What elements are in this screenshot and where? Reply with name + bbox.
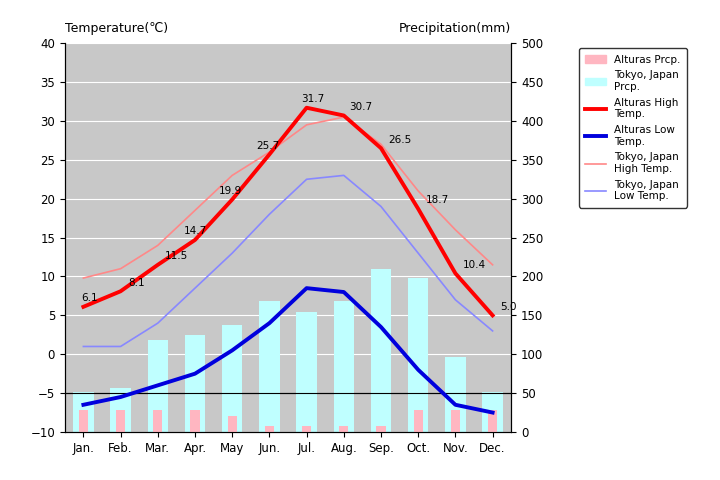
Bar xyxy=(377,426,386,432)
Alturas High
Temp. xyxy=(79,304,88,310)
Alturas Low
Temp. xyxy=(488,410,497,416)
Bar xyxy=(413,410,423,432)
Tokyo, Japan
Low Temp. xyxy=(153,320,162,326)
Bar xyxy=(333,301,354,432)
Alturas High
Temp. xyxy=(451,271,459,276)
Line: Alturas High
Temp.: Alturas High Temp. xyxy=(84,108,492,315)
Tokyo, Japan
Low Temp. xyxy=(191,285,199,291)
Alturas High
Temp. xyxy=(414,206,423,212)
Tokyo, Japan
High Temp. xyxy=(191,207,199,213)
Tokyo, Japan
High Temp. xyxy=(117,266,125,272)
Bar xyxy=(228,417,237,432)
Bar xyxy=(488,410,498,432)
Tokyo, Japan
Low Temp. xyxy=(228,250,236,256)
Bar xyxy=(153,410,163,432)
Bar xyxy=(73,392,94,432)
Tokyo, Japan
High Temp. xyxy=(340,114,348,120)
Tokyo, Japan
High Temp. xyxy=(228,172,236,178)
Alturas High
Temp. xyxy=(191,237,199,243)
Alturas Low
Temp. xyxy=(302,285,311,291)
Bar xyxy=(222,324,243,432)
Text: Temperature(℃): Temperature(℃) xyxy=(65,23,168,36)
Alturas Low
Temp. xyxy=(117,394,125,400)
Text: 10.4: 10.4 xyxy=(463,260,486,270)
Tokyo, Japan
Low Temp. xyxy=(377,204,385,209)
Tokyo, Japan
High Temp. xyxy=(79,275,88,281)
Tokyo, Japan
Low Temp. xyxy=(117,344,125,349)
Bar xyxy=(190,410,199,432)
Tokyo, Japan
High Temp. xyxy=(414,188,423,194)
Tokyo, Japan
Low Temp. xyxy=(414,250,423,256)
Alturas High
Temp. xyxy=(377,145,385,151)
Line: Tokyo, Japan
High Temp.: Tokyo, Japan High Temp. xyxy=(84,117,492,278)
Text: 31.7: 31.7 xyxy=(301,94,324,104)
Tokyo, Japan
High Temp. xyxy=(265,149,274,155)
Bar xyxy=(445,357,466,432)
Text: 5.0: 5.0 xyxy=(500,302,516,312)
Bar xyxy=(78,410,88,432)
Text: 30.7: 30.7 xyxy=(349,102,372,112)
Tokyo, Japan
Low Temp. xyxy=(451,297,459,303)
Bar xyxy=(339,426,348,432)
Alturas High
Temp. xyxy=(265,152,274,157)
Text: Precipitation(mm): Precipitation(mm) xyxy=(399,23,511,36)
Text: 26.5: 26.5 xyxy=(389,135,412,145)
Bar xyxy=(265,426,274,432)
Text: 8.1: 8.1 xyxy=(128,278,145,288)
Line: Tokyo, Japan
Low Temp.: Tokyo, Japan Low Temp. xyxy=(84,175,492,347)
Text: 19.9: 19.9 xyxy=(219,186,243,196)
Alturas Low
Temp. xyxy=(414,367,423,372)
Tokyo, Japan
Low Temp. xyxy=(79,344,88,349)
Tokyo, Japan
High Temp. xyxy=(377,142,385,147)
Bar xyxy=(302,426,311,432)
Bar xyxy=(482,392,503,432)
Text: 11.5: 11.5 xyxy=(166,252,189,262)
Alturas Low
Temp. xyxy=(228,348,236,353)
Line: Alturas Low
Temp.: Alturas Low Temp. xyxy=(84,288,492,413)
Legend: Alturas Prcp., Tokyo, Japan
Prcp., Alturas High
Temp., Alturas Low
Temp., Tokyo,: Alturas Prcp., Tokyo, Japan Prcp., Altur… xyxy=(579,48,687,207)
Bar xyxy=(116,410,125,432)
Bar xyxy=(297,312,317,432)
Tokyo, Japan
High Temp. xyxy=(302,122,311,128)
Alturas High
Temp. xyxy=(153,262,162,268)
Alturas High
Temp. xyxy=(302,105,311,110)
Bar xyxy=(371,269,391,432)
Bar xyxy=(259,301,279,432)
Tokyo, Japan
Low Temp. xyxy=(340,172,348,178)
Tokyo, Japan
Low Temp. xyxy=(302,176,311,182)
Alturas Low
Temp. xyxy=(153,383,162,388)
Alturas Low
Temp. xyxy=(451,402,459,408)
Alturas Low
Temp. xyxy=(377,324,385,330)
Alturas Low
Temp. xyxy=(265,320,274,326)
Text: 25.7: 25.7 xyxy=(256,141,279,151)
Tokyo, Japan
High Temp. xyxy=(153,242,162,248)
Tokyo, Japan
Low Temp. xyxy=(265,211,274,217)
Alturas High
Temp. xyxy=(117,288,125,294)
Bar xyxy=(408,278,428,432)
Alturas Low
Temp. xyxy=(340,289,348,295)
Bar xyxy=(110,388,131,432)
Tokyo, Japan
High Temp. xyxy=(488,262,497,268)
Text: 6.1: 6.1 xyxy=(81,293,98,303)
Bar xyxy=(185,335,205,432)
Text: 14.7: 14.7 xyxy=(184,227,207,237)
Text: 18.7: 18.7 xyxy=(426,195,449,205)
Alturas High
Temp. xyxy=(340,113,348,119)
Tokyo, Japan
Low Temp. xyxy=(488,328,497,334)
Alturas Low
Temp. xyxy=(191,371,199,376)
Tokyo, Japan
High Temp. xyxy=(451,227,459,233)
Alturas Low
Temp. xyxy=(79,402,88,408)
Alturas High
Temp. xyxy=(488,312,497,318)
Bar xyxy=(451,410,460,432)
Alturas High
Temp. xyxy=(228,197,236,203)
Bar xyxy=(148,340,168,432)
